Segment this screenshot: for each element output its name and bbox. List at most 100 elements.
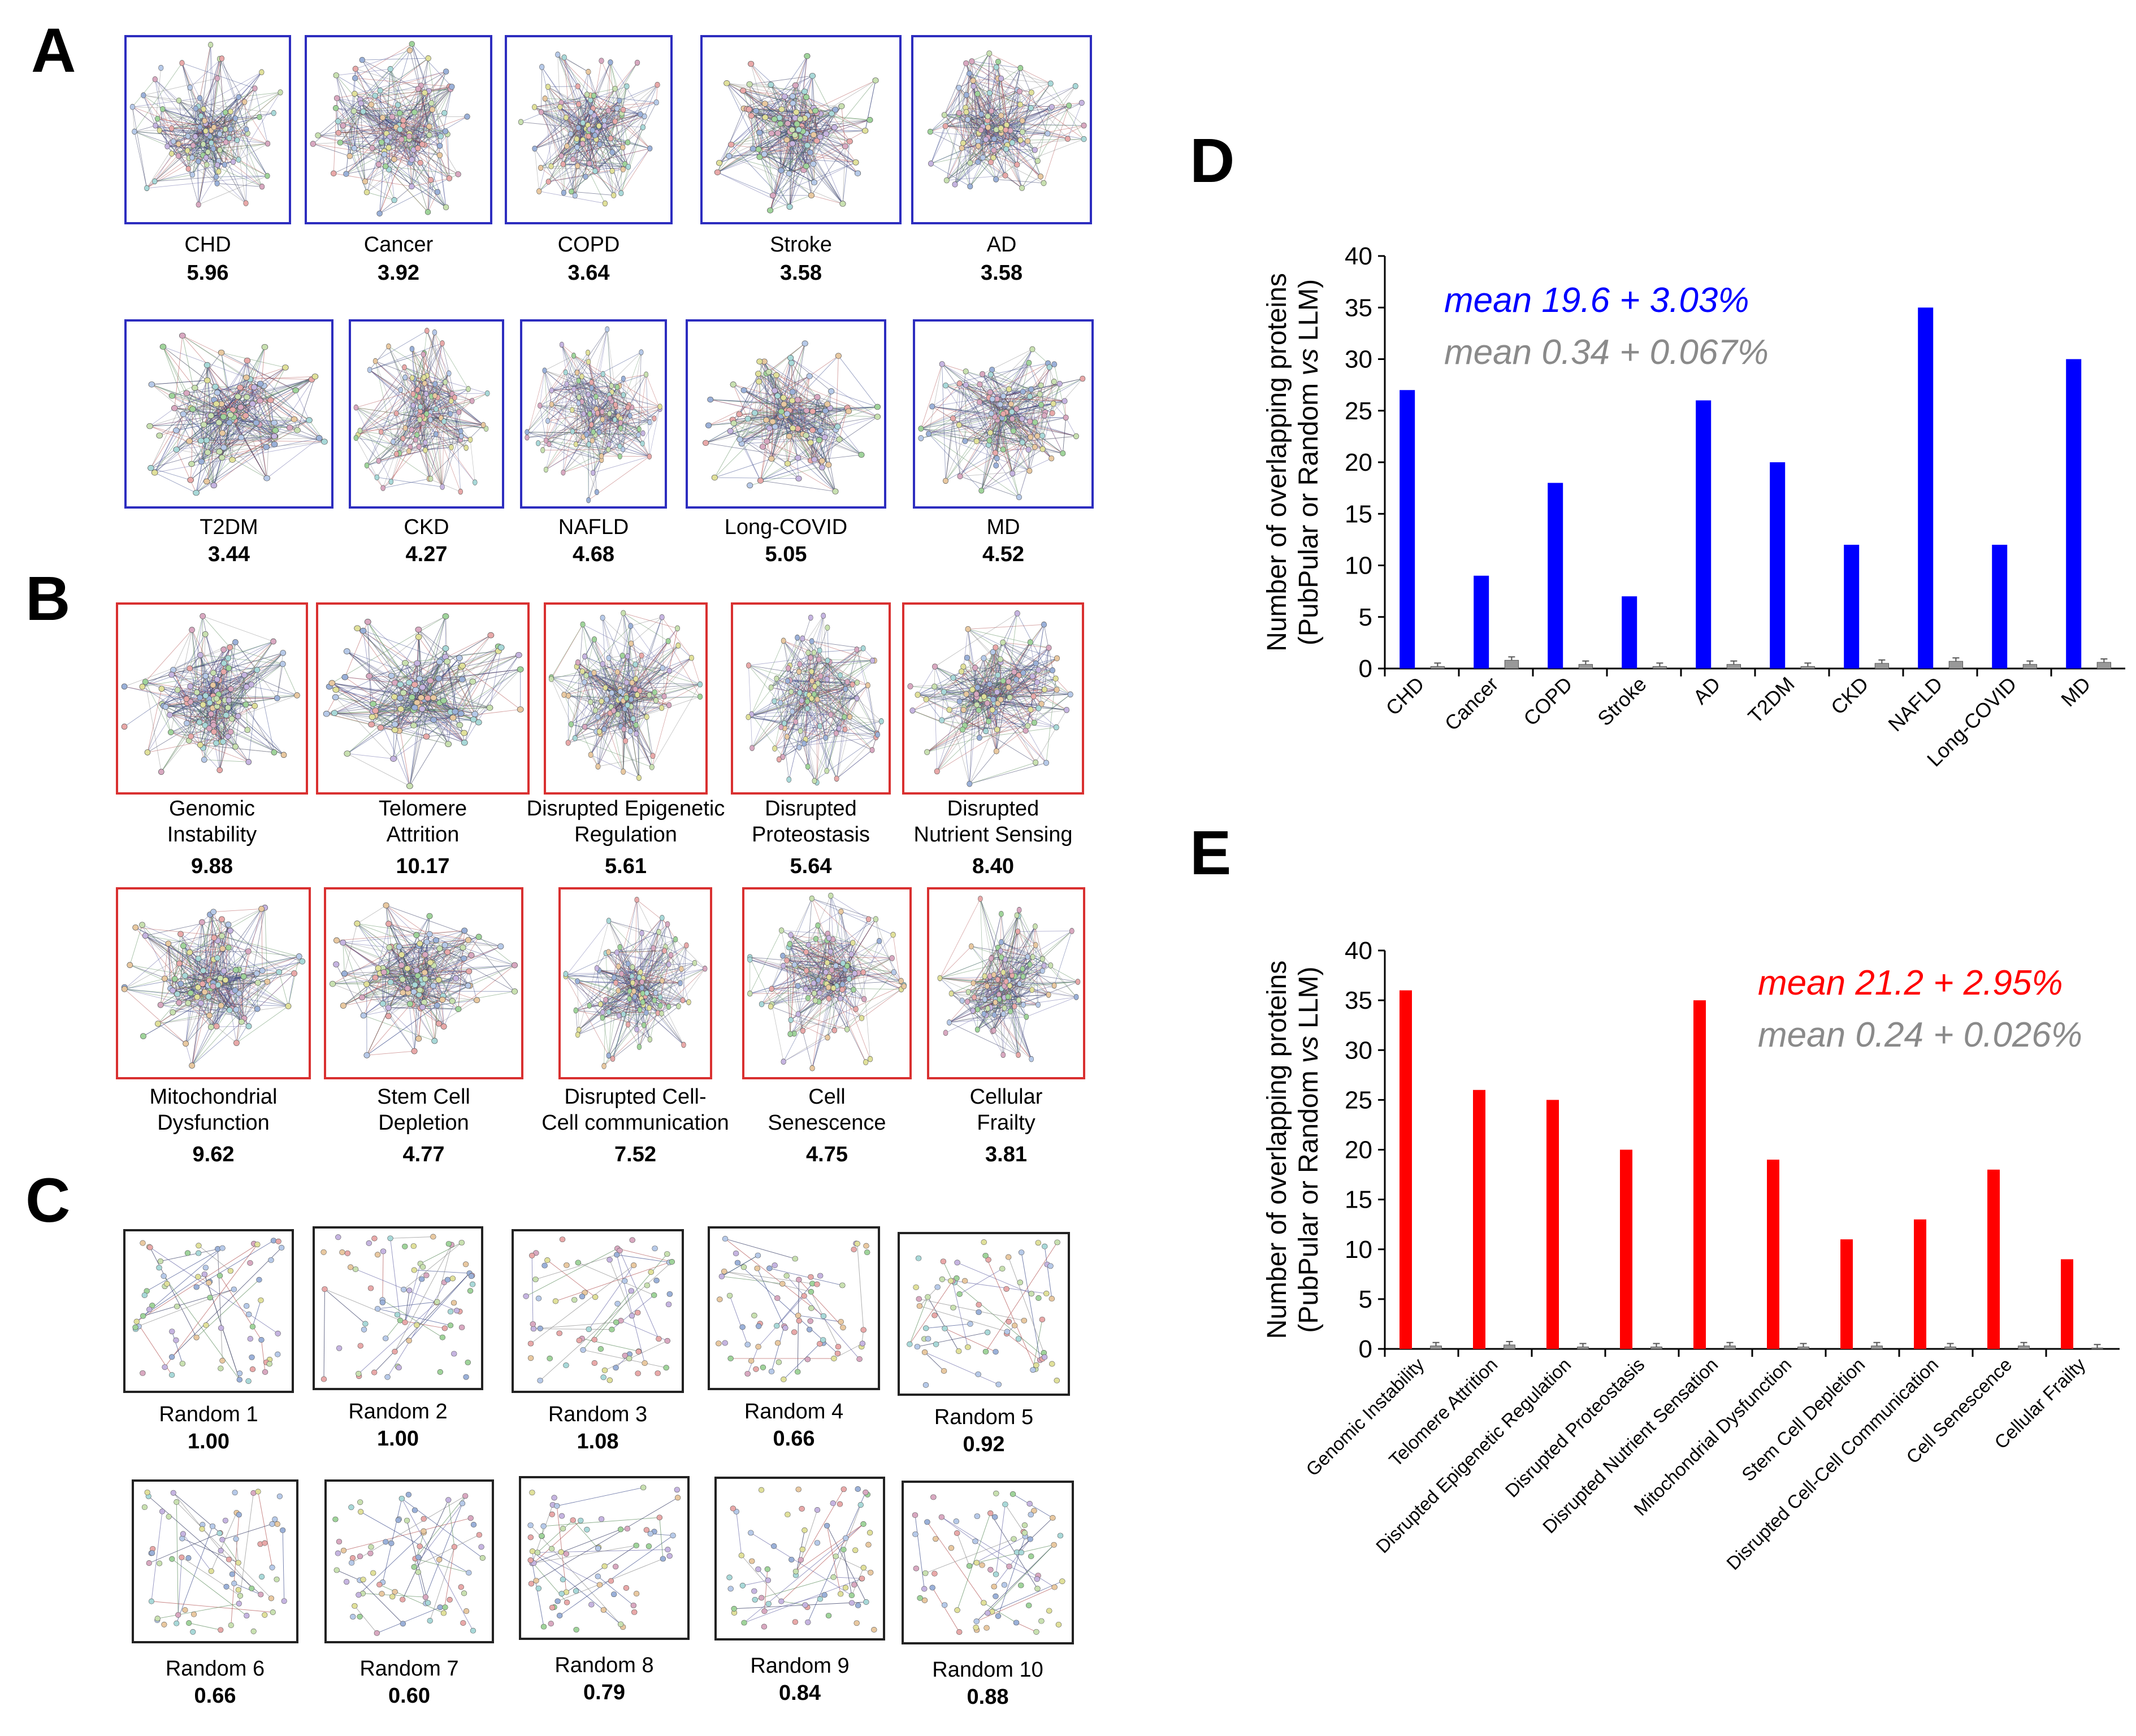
network-score: 5.64 bbox=[790, 854, 832, 878]
x-tick-label: Genomic Instability bbox=[1302, 1353, 1428, 1480]
network-label: NAFLD bbox=[558, 515, 629, 539]
network-graph bbox=[141, 1488, 287, 1635]
network-thumbnail bbox=[349, 319, 504, 509]
network-label: Random 9 bbox=[750, 1654, 850, 1678]
y-axis-label-part: (PubPular or Random bbox=[1294, 376, 1324, 646]
bar-random bbox=[2096, 662, 2112, 669]
network-label: Disrupted Epigenetic Regulation bbox=[526, 797, 725, 847]
network-graph bbox=[548, 610, 703, 781]
network-score: 8.40 bbox=[972, 854, 1014, 878]
bar-random bbox=[1578, 664, 1593, 669]
network-label: Random 8 bbox=[554, 1653, 654, 1677]
y-tick-label: 35 bbox=[1345, 294, 1372, 322]
y-tick-label: 30 bbox=[1345, 346, 1372, 374]
bar-main bbox=[1693, 1000, 1706, 1349]
network-label: Random 7 bbox=[359, 1657, 459, 1681]
x-tick-label: AD bbox=[1688, 672, 1725, 709]
bar-main bbox=[1546, 1100, 1559, 1349]
bar-random bbox=[1504, 1344, 1515, 1349]
network-graph bbox=[726, 1486, 877, 1633]
network-score: 3.58 bbox=[780, 261, 822, 285]
bar-main bbox=[1474, 575, 1489, 669]
network-graph bbox=[310, 41, 470, 217]
bar-main bbox=[1840, 1239, 1853, 1349]
network-thumbnail bbox=[520, 319, 667, 509]
panel-label-b: B bbox=[25, 564, 71, 633]
y-tick-label: 20 bbox=[1345, 449, 1372, 476]
bar-random bbox=[1650, 1346, 1662, 1349]
network-label: Telomere Attrition bbox=[378, 797, 467, 847]
chart-e: Number of overlapping proteins(PubPular … bbox=[1262, 937, 2120, 1574]
network-graph bbox=[937, 896, 1081, 1062]
y-axis-label-part: LLM) bbox=[1294, 279, 1324, 349]
bar-main bbox=[1844, 545, 1860, 669]
network-graph bbox=[523, 1236, 675, 1383]
x-tick-label: Stroke bbox=[1593, 672, 1651, 731]
y-axis-label-line: Number of overlapping proteins bbox=[1262, 961, 1292, 1339]
bar-main bbox=[1473, 1090, 1485, 1349]
network-graph bbox=[320, 1234, 476, 1382]
network-thumbnail bbox=[902, 602, 1084, 795]
x-tick-label: Disrupted Proteostasis bbox=[1501, 1354, 1649, 1501]
bar-random bbox=[1504, 659, 1519, 669]
bar-main bbox=[1987, 1169, 2000, 1349]
x-tick-label: CKD bbox=[1826, 672, 1873, 719]
network-graph bbox=[527, 1485, 681, 1633]
bar-random bbox=[1726, 664, 1741, 669]
bar-random bbox=[1797, 1346, 1809, 1349]
y-tick-label: 40 bbox=[1345, 937, 1372, 965]
y-axis-label: Number of overlapping proteins(PubPular … bbox=[1262, 273, 1324, 652]
x-tick-label: Stem Cell Depletion bbox=[1738, 1354, 1869, 1485]
network-thumbnail bbox=[305, 35, 492, 224]
network-thumbnail bbox=[913, 319, 1094, 509]
network-score: 1.00 bbox=[377, 1427, 419, 1451]
network-thumbnail bbox=[544, 602, 708, 795]
network-thumbnail bbox=[714, 1477, 885, 1640]
network-score: 5.96 bbox=[187, 261, 229, 285]
bar-random bbox=[2091, 1347, 2103, 1349]
network-score: 0.66 bbox=[773, 1427, 815, 1451]
network-score: 3.64 bbox=[567, 261, 610, 285]
network-thumbnail bbox=[316, 602, 530, 795]
bar-random bbox=[1874, 663, 1890, 669]
network-score: 9.88 bbox=[191, 854, 233, 878]
network-score: 3.81 bbox=[985, 1143, 1027, 1166]
network-score: 0.60 bbox=[388, 1684, 430, 1708]
network-score: 4.77 bbox=[402, 1143, 445, 1166]
network-graph bbox=[563, 896, 708, 1069]
x-tick-label: NAFLD bbox=[1883, 672, 1947, 736]
network-score: 1.00 bbox=[188, 1430, 229, 1453]
panel-label-c: C bbox=[25, 1166, 71, 1235]
network-graph bbox=[129, 42, 283, 208]
network-thumbnail bbox=[558, 887, 712, 1079]
network-label: CKD bbox=[404, 515, 449, 539]
network-thumbnail bbox=[700, 35, 902, 224]
y-tick-label: 15 bbox=[1345, 1186, 1372, 1214]
bar-main bbox=[1696, 400, 1712, 669]
network-score: 3.44 bbox=[208, 542, 250, 566]
y-tick-label: 25 bbox=[1345, 1086, 1372, 1114]
network-label: Mitochondrial Dysfunction bbox=[149, 1085, 278, 1135]
bar-random bbox=[1948, 661, 1964, 669]
network-label: Random 3 bbox=[548, 1403, 648, 1426]
bar-random bbox=[1724, 1346, 1736, 1349]
y-axis-label-part: vs bbox=[1294, 349, 1324, 376]
bar-random bbox=[1800, 666, 1816, 669]
bar-main bbox=[1770, 462, 1786, 669]
y-tick-label: 40 bbox=[1345, 242, 1372, 270]
network-graph bbox=[907, 610, 1073, 787]
network-thumbnail bbox=[731, 602, 891, 795]
network-label: Random 2 bbox=[348, 1400, 448, 1423]
x-tick-label: T2DM bbox=[1743, 672, 1799, 728]
network-thumbnail bbox=[686, 319, 886, 509]
network-thumbnail bbox=[902, 1481, 1074, 1644]
bar-main bbox=[1400, 390, 1415, 669]
network-score: 0.66 bbox=[194, 1684, 236, 1708]
network-label: T2DM bbox=[200, 515, 258, 539]
network-label: Random 5 bbox=[934, 1405, 1034, 1429]
network-graph bbox=[132, 1238, 285, 1384]
network-graph bbox=[323, 613, 524, 789]
network-score: 5.05 bbox=[765, 542, 807, 566]
network-graph bbox=[353, 328, 490, 495]
y-axis-label-part: (PubPular or Random bbox=[1294, 1063, 1324, 1333]
